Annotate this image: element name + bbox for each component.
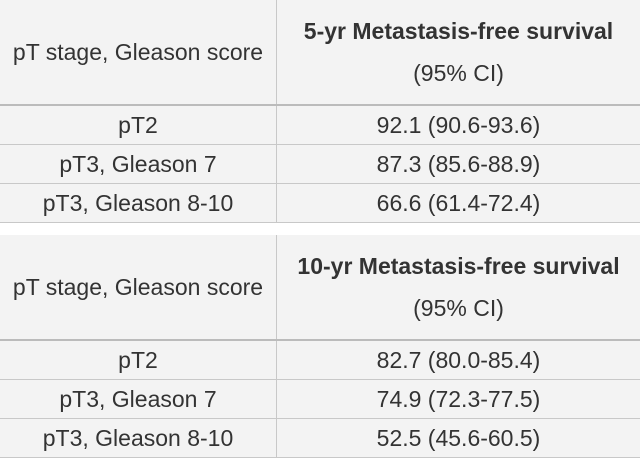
header-cell: pT stage, Gleason score: [0, 0, 277, 106]
header-row: pT stage, Gleason score 5-yr Metastasis-f…: [0, 0, 640, 106]
header-measure: 5-yr Metastasis-free survival: [303, 18, 614, 44]
header-cell: pT stage, Gleason score: [0, 235, 277, 341]
table-gap: [0, 223, 640, 235]
cell: pT3, Gleason 8-10: [0, 418, 277, 458]
row: pT3, Gleason 8-10 66.6 (61.4-72.4): [0, 183, 640, 223]
header-row: pT stage, Gleason score 10-yr Metastasis-…: [0, 235, 640, 341]
cell: pT3, Gleason 7: [0, 144, 277, 184]
cell: pT2: [0, 340, 277, 380]
row: pT3, Gleason 8-10 52.5 (45.6-60.5): [0, 418, 640, 458]
header-note: (95% CI): [413, 60, 504, 86]
cell: pT3, Gleason 8-10: [0, 183, 277, 223]
cell: 92.1 (90.6-93.6): [276, 105, 640, 145]
cell: 66.6 (61.4-72.4): [276, 183, 640, 223]
cell: 52.5 (45.6-60.5): [276, 418, 640, 458]
header-cell: 5-yr Metastasis-free survival (95% CI): [276, 0, 640, 106]
table: pT stage, Gleason score 5-yr Metastasis-f…: [0, 0, 640, 223]
header-measure: 10-yr Metastasis-free survival: [297, 253, 620, 279]
header-note: (95% CI): [413, 295, 504, 321]
row: pT3, Gleason 7 74.9 (72.3-77.5): [0, 379, 640, 419]
cell: 87.3 (85.6-88.9): [276, 144, 640, 184]
table: pT stage, Gleason score 10-yr Metastasis-…: [0, 235, 640, 458]
header-cell: 10-yr Metastasis-free survival (95% CI): [276, 235, 640, 341]
cell: 74.9 (72.3-77.5): [276, 379, 640, 419]
cell: pT2: [0, 105, 277, 145]
row: pT2 92.1 (90.6-93.6): [0, 105, 640, 145]
cell: pT3, Gleason 7: [0, 379, 277, 419]
cell: 82.7 (80.0-85.4): [276, 340, 640, 380]
row: pT2 82.7 (80.0-85.4): [0, 340, 640, 380]
row: pT3, Gleason 7 87.3 (85.6-88.9): [0, 144, 640, 184]
